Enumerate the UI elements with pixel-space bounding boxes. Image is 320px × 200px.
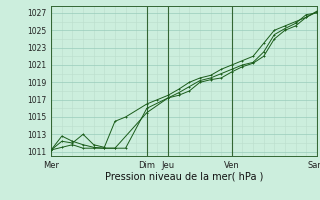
X-axis label: Pression niveau de la mer( hPa ): Pression niveau de la mer( hPa ) [105,171,263,181]
